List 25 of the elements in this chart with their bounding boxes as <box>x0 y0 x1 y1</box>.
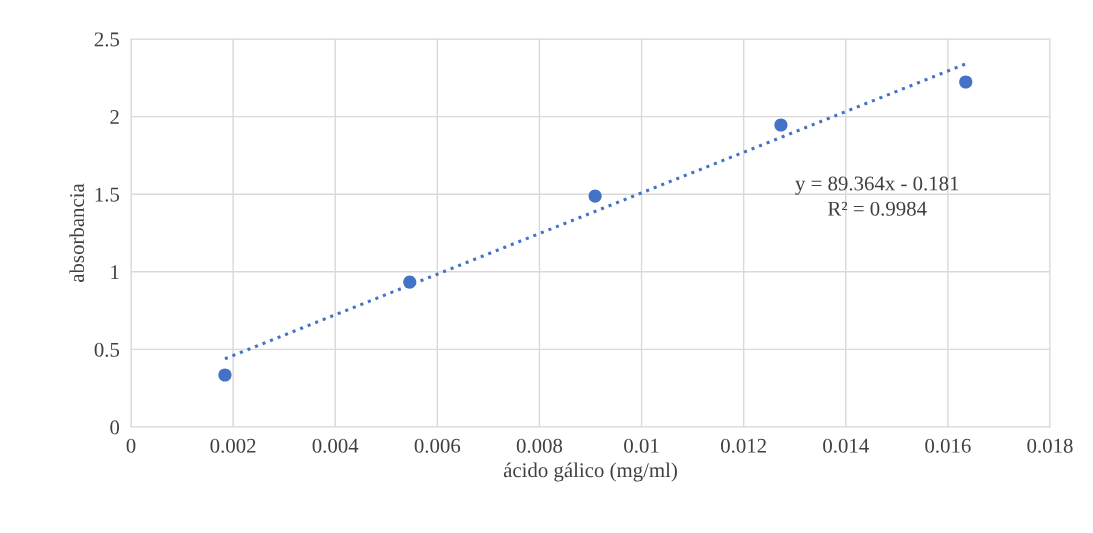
point <box>959 75 973 89</box>
x-tick-label: 0.01 <box>624 438 659 453</box>
x-axis-title: ácido gálico (mg/ml) <box>503 462 677 482</box>
x-tick-label: 0.006 <box>414 438 461 453</box>
point <box>403 275 417 289</box>
annotation: y = 89.364x - 0.181 <box>795 176 959 195</box>
y-tick-label: 1.5 <box>95 187 120 202</box>
x-tick-label: 0 <box>126 438 136 453</box>
point <box>588 189 602 203</box>
annotation: R² = 0.9984 <box>828 201 927 216</box>
y-tick-label: 2.5 <box>94 32 120 47</box>
x-tick-label: 0.002 <box>210 438 256 453</box>
y-tick-label: 0 <box>110 420 120 435</box>
y-tick-label: 2 <box>110 110 119 124</box>
point <box>774 118 788 132</box>
x-tick-label: 0.008 <box>516 438 563 453</box>
x-tick-label: 0.016 <box>925 438 971 453</box>
y-tick-label: 0.5 <box>94 342 120 357</box>
y-axis-title: absorbancia <box>69 183 85 283</box>
x-tick-label: 0.004 <box>312 438 359 453</box>
x-tick-label: 0.012 <box>721 438 766 453</box>
point <box>218 368 232 382</box>
y-tick-label: 1 <box>111 265 119 280</box>
x-tick-label: 0.014 <box>823 438 869 453</box>
x-tick-label: 0.018 <box>1027 438 1073 453</box>
